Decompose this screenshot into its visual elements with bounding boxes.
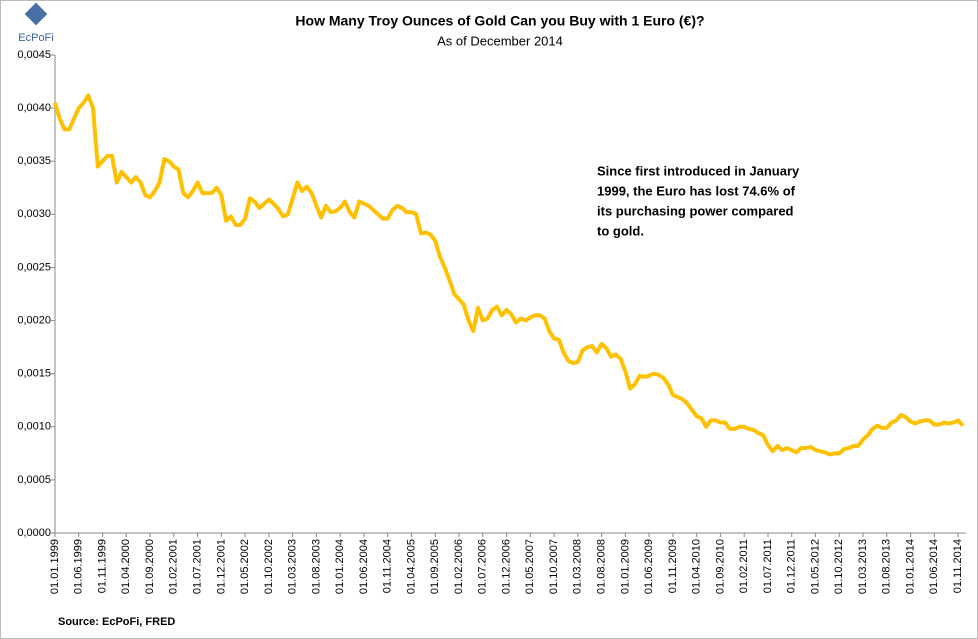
x-tick-label: 01.06.1999 [73, 539, 85, 594]
y-tick-label: 0,0040 [17, 102, 51, 114]
x-tick-label: 01.12.2011 [786, 539, 798, 593]
y-tick-label: 0,0015 [17, 368, 51, 380]
x-tick-label: 01.04.2005 [405, 539, 417, 594]
annotation: Since first introduced in January [597, 163, 800, 178]
x-tick-label: 01.12.2001 [215, 539, 227, 594]
x-tick-label: 01.09.2005 [429, 539, 441, 594]
y-tick-label: 0,0030 [17, 208, 51, 220]
logo-icon [24, 2, 48, 26]
x-tick-label: 01.03.2008 [572, 539, 584, 594]
x-tick-label: 01.11.2009 [667, 539, 679, 593]
x-tick-label: 01.05.2007 [524, 539, 536, 594]
x-tick-label: 01.02.2006 [453, 539, 465, 594]
x-tick-label: 01.01.2004 [334, 539, 346, 594]
x-tick-label: 01.07.2011 [762, 539, 774, 593]
x-tick-label: 01.07.2006 [477, 539, 489, 594]
x-tick-label: 01.06.2009 [643, 539, 655, 594]
x-tick-label: 01.01.1999 [49, 539, 61, 594]
x-tick-label: 01.11.2004 [382, 539, 394, 593]
x-tick-label: 01.03.2013 [857, 539, 869, 594]
y-tick-label: 0,0000 [17, 527, 51, 539]
x-tick-label: 01.01.2009 [619, 539, 631, 594]
annotation: to gold. [597, 223, 644, 238]
x-tick-label: 01.05.2002 [239, 539, 251, 594]
x-tick-label: 01.01.2014 [904, 539, 916, 594]
y-tick-label: 0,0045 [17, 49, 51, 61]
x-tick-label: 01.05.2012 [809, 539, 821, 594]
x-tick-label: 01.06.2004 [358, 539, 370, 594]
x-tick-label: 01.12.2006 [500, 539, 512, 594]
y-tick-label: 0,0035 [17, 155, 51, 167]
x-tick-label: 01.09.2000 [144, 539, 156, 594]
x-tick-label: 01.02.2011 [738, 539, 750, 593]
x-tick-label: 01.02.2001 [168, 539, 180, 594]
source: Source: EcPoFi, FRED [58, 616, 175, 628]
x-tick-label: 01.06.2014 [928, 539, 940, 594]
y-tick-label: 0,0010 [17, 421, 51, 433]
x-tick-label: 01.09.2010 [714, 539, 726, 594]
x-tick-label: 01.04.2000 [120, 539, 132, 594]
x-tick-label: 01.10.2007 [548, 539, 560, 594]
logo-text: EcPoFi [18, 32, 53, 44]
chart-title: How Many Troy Ounces of Gold Can you Buy… [295, 13, 704, 29]
y-tick-label: 0,0005 [17, 474, 51, 486]
y-tick-label: 0,0020 [17, 314, 51, 326]
annotation: 1999, the Euro has lost 74.6% of [597, 183, 796, 198]
x-tick-label: 01.11.2014 [952, 539, 964, 593]
x-tick-label: 01.08.2003 [310, 539, 322, 594]
line [53, 93, 965, 457]
y-tick-label: 0,0025 [17, 261, 51, 273]
x-tick-label: 01.08.2013 [881, 539, 893, 594]
x-tick-label: 01.04.2010 [691, 539, 703, 594]
x-tick-label: 01.03.2003 [287, 539, 299, 594]
x-tick-label: 01.08.2008 [596, 539, 608, 594]
logo: EcPoFi [18, 2, 54, 44]
x-tick-label: 01.11.1999 [96, 539, 108, 593]
chart-subtitle: As of December 2014 [437, 33, 563, 48]
x-tick-label: 01.10.2012 [833, 539, 845, 594]
x-tick-label: 01.10.2002 [263, 539, 275, 594]
x-tick-label: 01.07.2001 [191, 539, 203, 594]
annotation: its purchasing power compared [597, 203, 794, 218]
